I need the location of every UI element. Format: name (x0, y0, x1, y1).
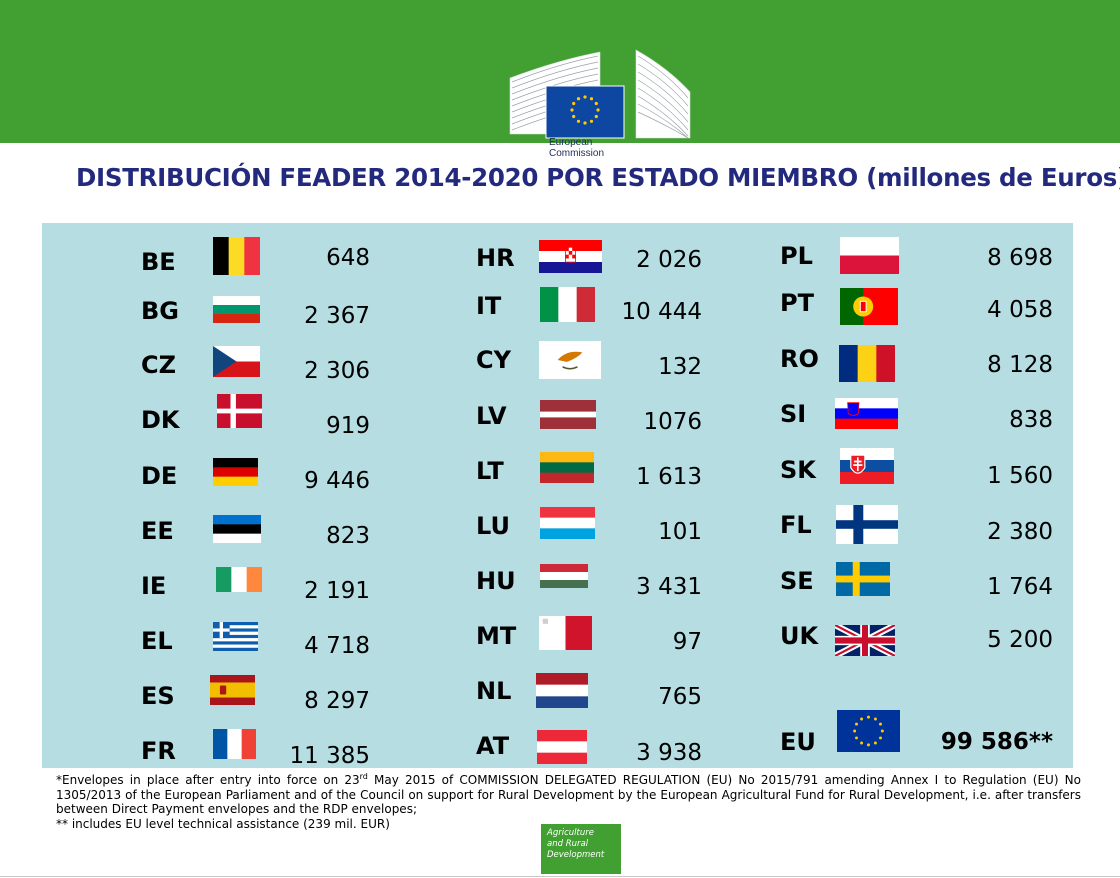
poland-flag-icon (840, 237, 899, 274)
romania-flag-icon (839, 345, 895, 382)
country-value-pl: 8 698 (987, 245, 1053, 271)
country-value-cz: 2 306 (304, 358, 370, 384)
france-flag-icon (213, 729, 256, 759)
footnote-line-1: *Envelopes in place after entry into for… (56, 772, 1081, 816)
croatia-flag-icon (539, 240, 602, 273)
netherlands-flag-icon (536, 673, 588, 708)
country-code-cz: CZ (141, 351, 177, 379)
bulgaria-flag-icon (213, 296, 260, 323)
country-value-uk: 5 200 (987, 627, 1053, 653)
country-value-hr: 2 026 (636, 247, 702, 273)
country-value-fr: 11 385 (289, 743, 370, 769)
lithuania-flag-icon (540, 452, 594, 483)
country-value-es: 8 297 (304, 688, 370, 714)
country-value-si: 838 (1009, 407, 1053, 433)
country-code-fl: FL (780, 511, 812, 539)
footnote: *Envelopes in place after entry into for… (56, 770, 1081, 831)
country-code-es: ES (141, 682, 175, 710)
agriculture-rural-development-logo: Agriculture and Rural Development (541, 824, 621, 874)
eu-flag-icon (837, 710, 900, 752)
country-code-dk: DK (141, 406, 180, 434)
country-code-lt: LT (476, 457, 504, 485)
country-value-cy: 132 (658, 354, 702, 380)
footnote-line-2: ** includes EU level technical assistanc… (56, 816, 390, 831)
country-value-at: 3 938 (636, 740, 702, 766)
spain-flag-icon (210, 675, 255, 705)
germany-flag-icon (213, 458, 258, 486)
country-code-de: DE (141, 462, 178, 490)
country-code-at: AT (476, 732, 510, 760)
country-code-hu: HU (476, 567, 516, 595)
country-code-lu: LU (476, 512, 510, 540)
slovenia-flag-icon (835, 398, 898, 429)
page-title: DISTRIBUCIÓN FEADER 2014-2020 POR ESTADO… (76, 163, 1120, 192)
malta-flag-icon (539, 616, 592, 650)
country-code-pt: PT (780, 289, 814, 317)
finland-flag-icon (836, 505, 898, 544)
country-value-sk: 1 560 (987, 463, 1053, 489)
country-value-ro: 8 128 (987, 352, 1053, 378)
country-value-lt: 1 613 (636, 464, 702, 490)
country-code-el: EL (141, 627, 173, 655)
country-code-sk: SK (780, 456, 816, 484)
uk-flag-icon (835, 625, 895, 656)
country-value-ee: 823 (326, 523, 370, 549)
country-code-eu: EU (780, 728, 816, 756)
belgium-flag-icon (213, 237, 260, 275)
divider (0, 876, 1120, 877)
country-code-it: IT (476, 292, 502, 320)
luxembourg-flag-icon (540, 507, 595, 539)
country-value-nl: 765 (658, 684, 702, 710)
ireland-flag-icon (216, 567, 262, 592)
country-code-pl: PL (780, 242, 813, 270)
european-commission-logo (508, 48, 692, 158)
country-value-pt: 4 058 (987, 297, 1053, 323)
country-code-lv: LV (476, 402, 507, 430)
country-value-ie: 2 191 (304, 578, 370, 604)
sweden-flag-icon (836, 562, 890, 596)
total-value: 99 586** (940, 729, 1053, 755)
country-value-lu: 101 (658, 519, 702, 545)
country-code-be: BE (141, 248, 176, 276)
country-code-uk: UK (780, 622, 819, 650)
country-code-nl: NL (476, 677, 512, 705)
country-code-fr: FR (141, 737, 176, 765)
greece-flag-icon (213, 622, 258, 651)
country-value-bg: 2 367 (304, 303, 370, 329)
country-value-be: 648 (326, 245, 370, 271)
country-code-ro: RO (780, 345, 819, 373)
country-value-mt: 97 (672, 629, 702, 655)
country-value-lv: 1076 (643, 409, 702, 435)
cyprus-flag-icon (539, 341, 601, 379)
country-value-se: 1 764 (987, 574, 1053, 600)
country-value-it: 10 444 (621, 299, 702, 325)
country-code-hr: HR (476, 244, 515, 272)
country-code-si: SI (780, 400, 807, 428)
hungary-flag-icon (540, 564, 588, 588)
slovakia-flag-icon (840, 448, 894, 484)
country-code-ie: IE (141, 572, 167, 600)
denmark-flag-icon (217, 394, 262, 428)
country-value-dk: 919 (326, 413, 370, 439)
country-value-hu: 3 431 (636, 574, 702, 600)
country-code-cy: CY (476, 346, 511, 374)
estonia-flag-icon (213, 515, 261, 543)
country-value-el: 4 718 (304, 633, 370, 659)
country-code-se: SE (780, 567, 814, 595)
italy-flag-icon (540, 287, 595, 322)
portugal-flag-icon (840, 288, 898, 325)
latvia-flag-icon (540, 400, 596, 429)
czech-flag-icon (213, 346, 260, 377)
logo-text: European Commission (549, 137, 605, 159)
country-value-de: 9 446 (304, 468, 370, 494)
country-code-ee: EE (141, 517, 174, 545)
country-code-bg: BG (141, 297, 179, 325)
country-code-mt: MT (476, 622, 517, 650)
country-value-fl: 2 380 (987, 519, 1053, 545)
austria-flag-icon (537, 730, 587, 764)
